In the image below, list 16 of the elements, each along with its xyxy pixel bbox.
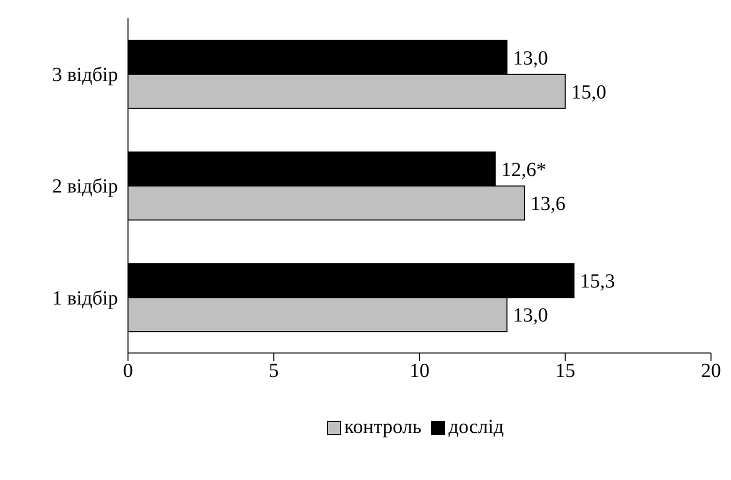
y-tick-label: 2 відбір — [52, 176, 118, 198]
x-tick-label: 0 — [123, 360, 133, 382]
data-label: 15,0 — [571, 81, 606, 104]
x-tick-label: 10 — [410, 360, 430, 382]
legend-label: дослід — [448, 416, 504, 439]
x-tick-label: 20 — [701, 360, 721, 382]
data-label: 13,6 — [530, 193, 566, 215]
data-label: 15,3 — [580, 270, 615, 293]
data-label: 12,6* — [501, 159, 546, 181]
y-tick-label: 3 відбір — [52, 64, 118, 86]
x-tick-label: 5 — [268, 360, 279, 382]
legend-label: контроль — [344, 416, 422, 439]
x-tick-label: 15 — [555, 360, 576, 382]
data-label: 13,0 — [512, 47, 548, 70]
data-label: 13,0 — [512, 304, 548, 327]
y-tick-label: 1 відбір — [52, 287, 118, 310]
